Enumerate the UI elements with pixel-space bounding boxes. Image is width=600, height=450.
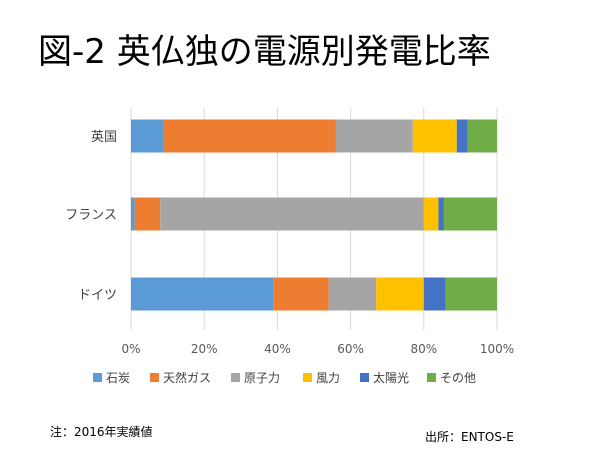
bar-segment	[328, 277, 377, 311]
bar-segment	[160, 197, 424, 231]
bar-segment	[134, 197, 161, 231]
legend-swatch	[427, 373, 436, 382]
bar-segment	[412, 119, 457, 153]
legend-label: 原子力	[244, 371, 280, 385]
bar-segment	[131, 277, 274, 311]
legend-swatch	[93, 373, 102, 382]
chart-title: 図-2 英仏独の電源別発電比率	[38, 32, 491, 72]
bar-segment	[376, 277, 424, 311]
x-tick-label: 0%	[121, 342, 140, 356]
bar-segment	[423, 197, 439, 231]
category-label: 英国	[91, 130, 117, 145]
bar-segment	[335, 119, 413, 153]
x-tick-label: 100%	[480, 342, 514, 356]
bar-segment	[456, 119, 468, 153]
legend-label: 石炭	[106, 371, 130, 385]
source-note: 出所：ENTOS-E	[425, 430, 514, 444]
bar-segment	[163, 119, 336, 153]
legend-label: その他	[440, 371, 476, 385]
category-label: ドイツ	[78, 288, 117, 303]
bar-segment	[443, 197, 497, 231]
bar-segment	[131, 119, 164, 153]
bars	[131, 119, 497, 311]
category-label: フランス	[65, 208, 117, 223]
x-tick-label: 60%	[337, 342, 364, 356]
bar-segment	[423, 277, 446, 311]
legend-swatch	[303, 373, 312, 382]
bar-segment	[438, 197, 444, 231]
x-tick-label: 20%	[191, 342, 218, 356]
x-tick-label: 40%	[264, 342, 291, 356]
legend-label: 天然ガス	[163, 370, 211, 385]
x-tick-label: 80%	[410, 342, 437, 356]
bar-segment	[131, 197, 135, 231]
legend-swatch	[360, 373, 369, 382]
bar-segment	[467, 119, 497, 153]
legend-swatch	[231, 373, 240, 382]
legend-swatch	[150, 373, 159, 382]
x-tick-labels: 0% 20% 40% 60% 80% 100%	[121, 342, 514, 356]
legend-label: 風力	[316, 371, 340, 385]
footnote: 注：2016年実績値	[50, 425, 153, 439]
bar-segment	[273, 277, 329, 311]
bar-segment	[445, 277, 497, 311]
legend-label: 太陽光	[373, 370, 409, 385]
legend: 石炭 天然ガス 原子力 風力 太陽光 その他	[93, 370, 476, 385]
